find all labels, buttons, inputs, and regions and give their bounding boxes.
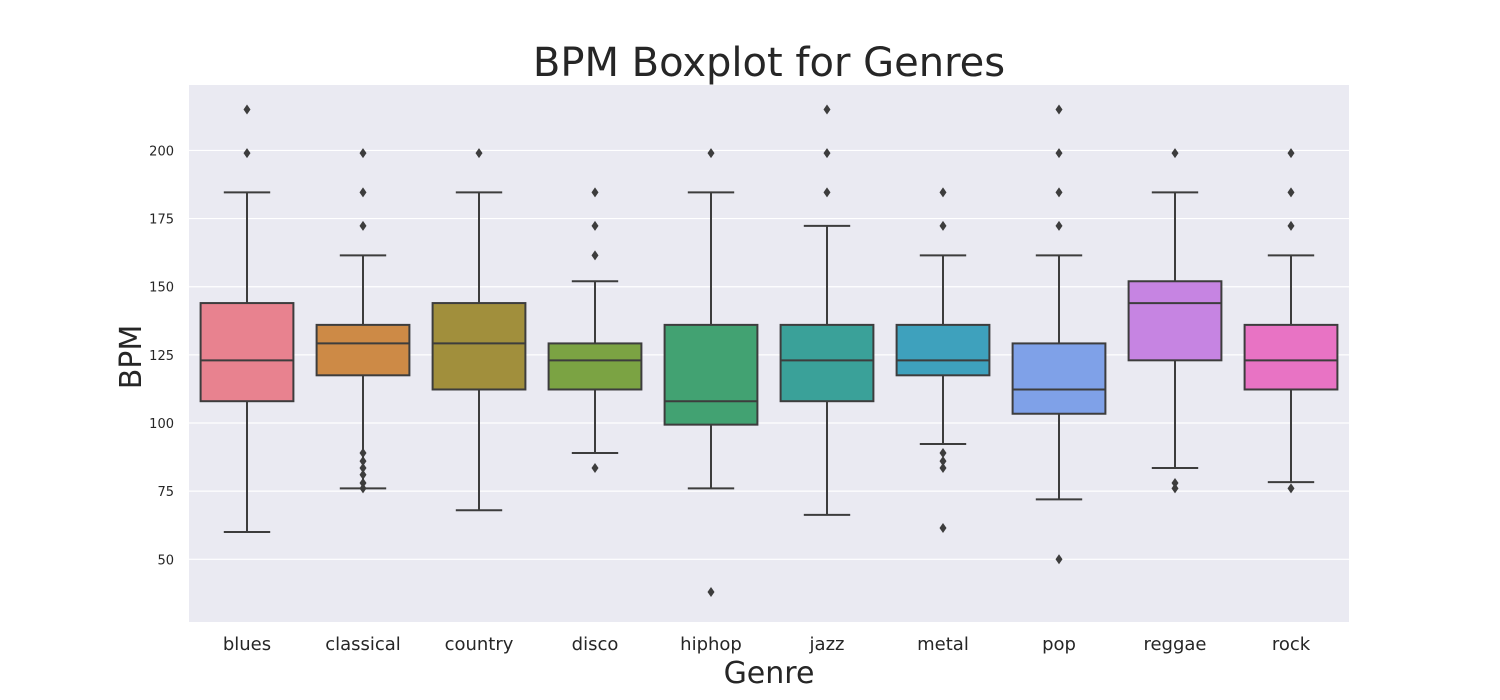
box-jazz bbox=[779, 104, 875, 516]
iqr-box bbox=[779, 323, 875, 403]
box-disco bbox=[547, 187, 643, 473]
box-country bbox=[431, 148, 527, 512]
outlier-point bbox=[359, 456, 367, 467]
iqr-box bbox=[1011, 342, 1107, 415]
box-metal bbox=[895, 187, 991, 533]
outlier-point bbox=[939, 447, 947, 458]
outlier-point bbox=[243, 104, 251, 115]
outlier-point bbox=[1055, 554, 1063, 565]
iqr-box bbox=[1243, 323, 1339, 391]
box-rock bbox=[1243, 148, 1339, 494]
y-tick-label: 175 bbox=[149, 213, 174, 228]
x-tick-label: jazz bbox=[809, 634, 845, 655]
outlier-point bbox=[939, 187, 947, 198]
outlier-point bbox=[823, 148, 831, 159]
outlier-point bbox=[1055, 187, 1063, 198]
y-tick-label: 150 bbox=[149, 281, 174, 296]
outlier-point bbox=[939, 462, 947, 473]
outlier-point bbox=[475, 148, 483, 159]
outlier-point bbox=[591, 187, 599, 198]
y-tick-label: 75 bbox=[157, 485, 174, 500]
outlier-point bbox=[1287, 220, 1295, 231]
box-hiphop bbox=[663, 148, 759, 598]
x-tick-label: metal bbox=[917, 634, 969, 655]
y-tick-label: 200 bbox=[149, 144, 174, 159]
outlier-point bbox=[1171, 148, 1179, 159]
outlier-point bbox=[939, 456, 947, 467]
x-axis-label: Genre bbox=[724, 656, 815, 691]
x-tick-label: pop bbox=[1042, 634, 1076, 655]
iqr-box bbox=[547, 342, 643, 391]
outlier-point bbox=[823, 104, 831, 115]
outlier-point bbox=[1287, 483, 1295, 494]
x-tick-label: disco bbox=[572, 634, 619, 655]
outlier-point bbox=[1171, 483, 1179, 494]
outlier-point bbox=[243, 148, 251, 159]
outlier-point bbox=[591, 220, 599, 231]
outlier-point bbox=[1055, 104, 1063, 115]
outlier-point bbox=[359, 462, 367, 473]
box-pop bbox=[1011, 104, 1107, 565]
outlier-point bbox=[707, 587, 715, 598]
outlier-point bbox=[1171, 477, 1179, 488]
x-tick-label: blues bbox=[223, 634, 271, 655]
y-tick-label: 100 bbox=[149, 417, 174, 432]
outlier-point bbox=[359, 477, 367, 488]
outlier-point bbox=[359, 483, 367, 494]
box-blues bbox=[199, 104, 295, 534]
outlier-point bbox=[359, 148, 367, 159]
outlier-point bbox=[359, 220, 367, 231]
iqr-box bbox=[315, 323, 411, 377]
outlier-point bbox=[359, 447, 367, 458]
outlier-point bbox=[939, 522, 947, 533]
box-classical bbox=[315, 148, 411, 494]
y-axis-label: BPM bbox=[114, 325, 149, 390]
iqr-box bbox=[1127, 280, 1223, 362]
outlier-point bbox=[591, 250, 599, 261]
iqr-box bbox=[431, 302, 527, 391]
box-series bbox=[199, 104, 1339, 598]
x-tick-label: reggae bbox=[1143, 634, 1206, 655]
outlier-point bbox=[1055, 148, 1063, 159]
y-tick-labels: 50 75 100 125 150 175 200 bbox=[149, 144, 174, 568]
outlier-point bbox=[359, 469, 367, 480]
iqr-box bbox=[895, 323, 991, 377]
x-tick-label: classical bbox=[325, 634, 401, 655]
outlier-point bbox=[1287, 187, 1295, 198]
outlier-point bbox=[823, 187, 831, 198]
x-tick-label: hiphop bbox=[680, 634, 742, 655]
chart-title: BPM Boxplot for Genres bbox=[533, 40, 1005, 86]
outlier-point bbox=[939, 220, 947, 231]
iqr-box bbox=[663, 323, 759, 426]
iqr-box bbox=[199, 302, 295, 403]
y-tick-label: 50 bbox=[157, 553, 174, 568]
outlier-point bbox=[1287, 148, 1295, 159]
x-tick-labels: blues classical country disco hiphop jazz meta… bbox=[223, 634, 1311, 655]
outlier-point bbox=[707, 148, 715, 159]
outlier-point bbox=[359, 187, 367, 198]
outlier-point bbox=[1055, 220, 1063, 231]
x-tick-label: rock bbox=[1272, 634, 1311, 655]
y-tick-label: 125 bbox=[149, 349, 174, 364]
box-reggae bbox=[1127, 148, 1223, 494]
x-tick-label: country bbox=[445, 634, 514, 655]
outlier-point bbox=[591, 462, 599, 473]
